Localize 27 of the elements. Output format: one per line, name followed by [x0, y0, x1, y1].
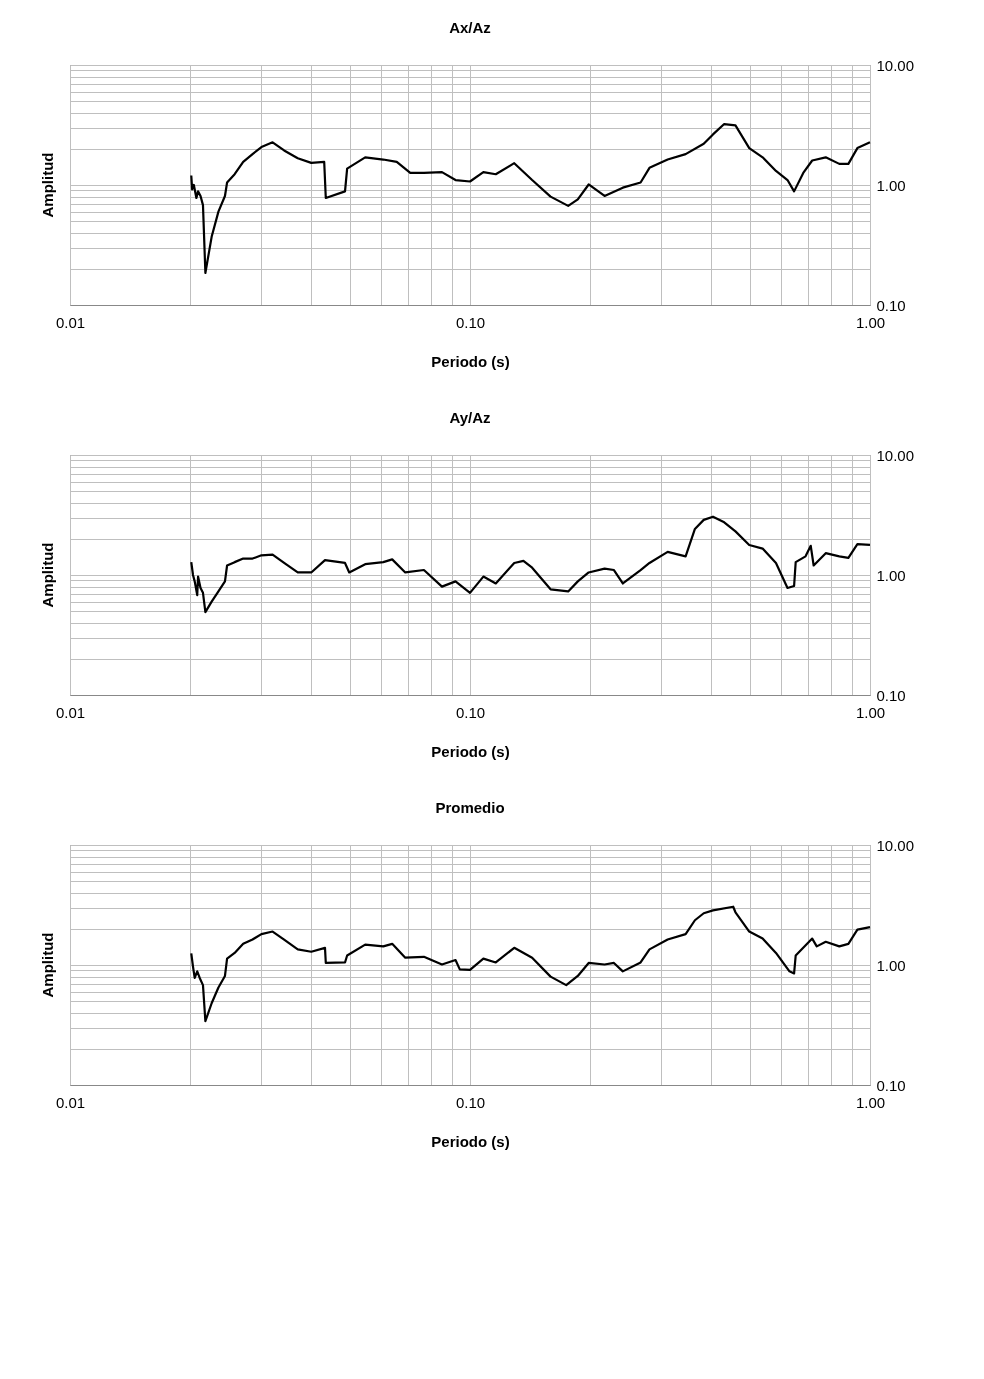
x-tick-label: 1.00 [855, 1093, 886, 1111]
x-axis-title: Periodo (s) [431, 352, 510, 370]
y-tick-label: 0.10 [876, 296, 906, 314]
y-axis-title: Amplitud [39, 152, 56, 218]
x-tick-label: 0.01 [55, 313, 86, 331]
y-tick-label: 10.00 [876, 446, 915, 464]
y-tick-label: 0.10 [876, 1076, 906, 1094]
x-tick-label: 1.00 [855, 703, 886, 721]
x-tick-label: 0.10 [455, 703, 486, 721]
x-tick-label: 0.10 [455, 1093, 486, 1111]
y-tick-label: 0.10 [876, 686, 906, 704]
x-tick-label: 1.00 [855, 313, 886, 331]
y-tick-label: 1.00 [876, 956, 906, 974]
y-tick-label: 1.00 [876, 176, 906, 194]
y-tick-label: 10.00 [876, 56, 915, 74]
x-tick-label: 0.01 [55, 1093, 86, 1111]
x-axis-title: Periodo (s) [431, 742, 510, 760]
chart-title: Ay/Az [449, 409, 491, 426]
y-axis-title: Amplitud [39, 542, 56, 608]
x-tick-label: 0.01 [55, 703, 86, 721]
chart-title: Ax/Az [449, 19, 491, 36]
y-axis-title: Amplitud [39, 932, 56, 998]
x-axis-title: Periodo (s) [431, 1132, 510, 1150]
chart-title: Promedio [435, 799, 505, 816]
y-tick-label: 10.00 [876, 836, 915, 854]
y-tick-label: 1.00 [876, 566, 906, 584]
x-tick-label: 0.10 [455, 313, 486, 331]
